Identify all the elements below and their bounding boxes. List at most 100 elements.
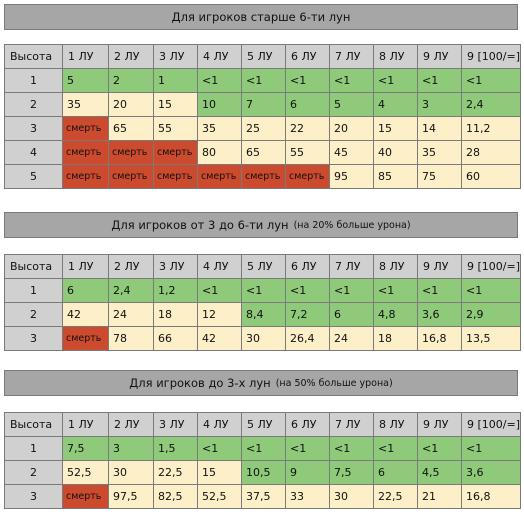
damage-cell: <1 (417, 68, 462, 93)
damage-cell: <1 (373, 278, 418, 303)
damage-cell: 2,4 (108, 278, 154, 303)
damage-cell: 7 (241, 92, 286, 117)
damage-table-1: Высота 1 ЛУ 2 ЛУ 3 ЛУ 4 ЛУ 5 ЛУ 6 ЛУ 7 ЛУ 8 ЛУ 9 … (4, 44, 521, 189)
damage-cell: 11,2 (461, 116, 521, 141)
death-cell: смерть (62, 140, 109, 165)
column-header: 8 ЛУ (373, 44, 418, 69)
table-row: 2 35 20 15 10 7 6 5 4 3 2,4 (4, 92, 521, 117)
column-header: 9 [100/=] (461, 412, 521, 437)
damage-cell: <1 (241, 278, 286, 303)
damage-cell: 28 (461, 140, 521, 165)
death-cell: смерть (197, 164, 242, 189)
damage-cell: 85 (373, 164, 418, 189)
table-row: 4 смерть смерть смерть 80 65 55 45 40 35 28 (4, 140, 521, 165)
column-header: Высота (4, 254, 63, 279)
column-header: 1 ЛУ (62, 254, 109, 279)
damage-cell: 3,6 (461, 460, 521, 485)
damage-cell: 52,5 (62, 460, 109, 485)
column-header: 2 ЛУ (108, 254, 154, 279)
row-height-label: 5 (4, 164, 63, 189)
damage-cell: 2 (108, 68, 154, 93)
column-header: 9 ЛУ (417, 254, 462, 279)
damage-cell: 16,8 (417, 326, 462, 351)
column-header: 4 ЛУ (197, 254, 242, 279)
damage-cell: 45 (329, 140, 374, 165)
death-cell: смерть (62, 484, 109, 509)
column-header: 4 ЛУ (197, 412, 242, 437)
damage-cell: 22,5 (373, 484, 418, 509)
column-header: 8 ЛУ (373, 254, 418, 279)
column-header: 3 ЛУ (153, 44, 198, 69)
damage-cell: 66 (153, 326, 198, 351)
damage-cell: 10,5 (241, 460, 286, 485)
table-row: 2 52,5 30 22,5 15 10,5 9 7,5 6 4,5 3,6 (4, 460, 521, 485)
column-header: 8 ЛУ (373, 412, 418, 437)
damage-cell: 6 (329, 302, 374, 327)
damage-cell: 35 (197, 116, 242, 141)
damage-cell: 95 (329, 164, 374, 189)
damage-cell: <1 (461, 436, 521, 461)
column-header: 7 ЛУ (329, 254, 374, 279)
damage-cell: 30 (329, 484, 374, 509)
row-height-label: 3 (4, 484, 63, 509)
column-header: 5 ЛУ (241, 44, 286, 69)
damage-cell: <1 (285, 68, 330, 93)
table-row: 1 7,5 3 1,5 <1 <1 <1 <1 <1 <1 <1 (4, 436, 521, 461)
column-header: 2 ЛУ (108, 44, 154, 69)
column-header: 4 ЛУ (197, 44, 242, 69)
damage-cell: 7,5 (62, 436, 109, 461)
damage-cell: 3,6 (417, 302, 462, 327)
damage-cell: 22,5 (153, 460, 198, 485)
damage-cell: 25 (241, 116, 286, 141)
damage-cell: 18 (373, 326, 418, 351)
damage-cell: <1 (373, 68, 418, 93)
damage-cell: 4 (373, 92, 418, 117)
damage-cell: 3 (417, 92, 462, 117)
death-cell: смерть (62, 326, 109, 351)
column-header: 5 ЛУ (241, 412, 286, 437)
damage-cell: 7,2 (285, 302, 330, 327)
section-title-3: Для игроков до 3-х лун (на 50% больше ур… (4, 370, 518, 396)
damage-cell: 35 (62, 92, 109, 117)
damage-cell: 10 (197, 92, 242, 117)
damage-cell: <1 (461, 278, 521, 303)
damage-cell: 5 (62, 68, 109, 93)
death-cell: смерть (241, 164, 286, 189)
damage-cell: <1 (197, 436, 242, 461)
table-row: 1 6 2,4 1,2 <1 <1 <1 <1 <1 <1 <1 (4, 278, 521, 303)
column-header: 7 ЛУ (329, 412, 374, 437)
damage-cell: 2,9 (461, 302, 521, 327)
damage-cell: 6 (373, 460, 418, 485)
column-header: 3 ЛУ (153, 412, 198, 437)
damage-cell: 42 (62, 302, 109, 327)
damage-cell: 55 (285, 140, 330, 165)
damage-cell: 30 (241, 326, 286, 351)
row-height-label: 2 (4, 92, 63, 117)
column-header: 1 ЛУ (62, 44, 109, 69)
damage-cell: 37,5 (241, 484, 286, 509)
death-cell: смерть (62, 164, 109, 189)
damage-cell: 60 (461, 164, 521, 189)
damage-cell: <1 (461, 68, 521, 93)
damage-cell: 97,5 (108, 484, 154, 509)
damage-cell: <1 (373, 436, 418, 461)
table-row: 2 42 24 18 12 8,4 7,2 6 4,8 3,6 2,9 (4, 302, 521, 327)
damage-cell: 42 (197, 326, 242, 351)
column-header: 9 [100/=] (461, 44, 521, 69)
damage-cell: <1 (329, 68, 374, 93)
column-header: 9 ЛУ (417, 412, 462, 437)
column-header: 5 ЛУ (241, 254, 286, 279)
table-row: 3 смерть 65 55 35 25 22 20 15 14 11,2 (4, 116, 521, 141)
damage-cell: 9 (285, 460, 330, 485)
damage-cell: 14 (417, 116, 462, 141)
damage-cell: 20 (108, 92, 154, 117)
column-header: 6 ЛУ (285, 412, 330, 437)
column-header: 2 ЛУ (108, 412, 154, 437)
damage-cell: 1,5 (153, 436, 198, 461)
damage-cell: 22 (285, 116, 330, 141)
damage-cell: 65 (108, 116, 154, 141)
damage-cell: <1 (285, 278, 330, 303)
death-cell: смерть (153, 164, 198, 189)
damage-cell: <1 (241, 68, 286, 93)
damage-table-2: Высота 1 ЛУ 2 ЛУ 3 ЛУ 4 ЛУ 5 ЛУ 6 ЛУ 7 ЛУ 8 ЛУ 9 … (4, 254, 521, 351)
